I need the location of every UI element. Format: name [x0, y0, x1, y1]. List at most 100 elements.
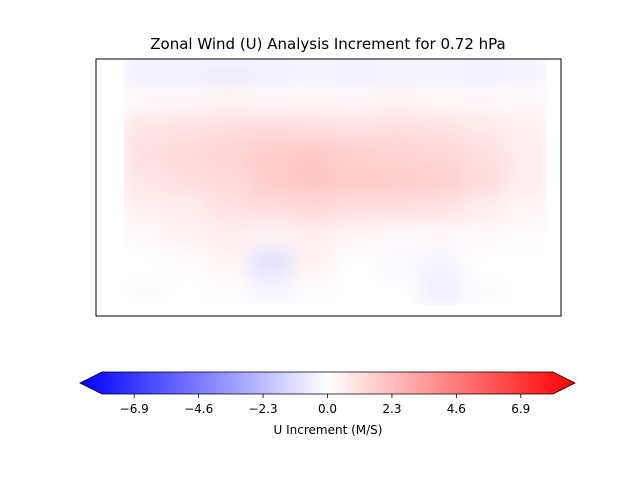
field-cell — [419, 140, 464, 170]
field-cell — [503, 112, 547, 142]
field-cell — [165, 140, 210, 170]
colorbar-outline — [79, 371, 576, 395]
field-cell — [292, 59, 337, 88]
colorbar-fill — [80, 372, 575, 394]
field-cell — [461, 222, 506, 252]
field-cell — [165, 249, 210, 279]
field-cell — [503, 167, 547, 197]
field-cell — [419, 59, 464, 88]
field-cell — [334, 222, 379, 252]
field-cell — [503, 85, 547, 115]
field-cell — [461, 112, 506, 142]
field-cell — [419, 249, 464, 279]
field-cell — [461, 194, 506, 224]
field-cell — [376, 167, 422, 197]
field-cell — [249, 276, 295, 305]
field-cell — [249, 85, 295, 115]
field-cell — [249, 167, 295, 197]
field-cell — [376, 59, 422, 88]
field-cell — [207, 194, 252, 224]
field-cell — [124, 249, 168, 279]
field-cell — [249, 194, 295, 224]
field-cell — [376, 112, 422, 142]
field-cell — [124, 112, 168, 142]
field-cell — [249, 222, 295, 252]
field-cell — [292, 112, 337, 142]
field-cell — [334, 112, 379, 142]
field-cell — [207, 167, 252, 197]
field-cell — [207, 249, 252, 279]
field-cell — [334, 276, 379, 305]
colorbar-tick-label: −6.9 — [120, 402, 149, 416]
field-cell — [165, 112, 210, 142]
field-cell — [376, 85, 422, 115]
colorbar-tick-label: 4.6 — [447, 402, 466, 416]
field-cell — [207, 140, 252, 170]
field-cell — [461, 59, 506, 88]
field-cell — [376, 276, 422, 305]
field-cell — [376, 222, 422, 252]
field-cell — [249, 112, 295, 142]
field-cell — [503, 140, 547, 170]
field-cell — [165, 222, 210, 252]
field-cell — [207, 59, 252, 88]
field-cell — [249, 59, 295, 88]
colorbar: −6.9 −4.6 −2.3 0.0 2.3 4.6 6.9 U Increment (M/… — [79, 371, 576, 437]
field-cell — [165, 276, 210, 305]
field-cell — [461, 276, 506, 305]
field-cell — [376, 249, 422, 279]
field-cell — [461, 85, 506, 115]
colorbar-label: U Increment (M/S) — [274, 423, 383, 437]
field-cell — [249, 140, 295, 170]
field-cell — [461, 249, 506, 279]
field-cell — [419, 194, 464, 224]
field-cell — [461, 140, 506, 170]
field-cell — [165, 85, 210, 115]
field-cell — [419, 222, 464, 252]
map-frame — [95, 58, 562, 317]
field-cell — [207, 85, 252, 115]
field-cell — [207, 222, 252, 252]
field-cell — [292, 276, 337, 305]
field-cell — [334, 249, 379, 279]
field-cell — [419, 112, 464, 142]
field-cell — [503, 276, 547, 305]
field-cell — [165, 59, 210, 88]
field-cell — [124, 85, 168, 115]
field-cell — [124, 194, 168, 224]
field-cell — [334, 167, 379, 197]
field-cell — [292, 249, 337, 279]
field-cell — [503, 222, 547, 252]
field-cell — [292, 85, 337, 115]
field-cell — [165, 194, 210, 224]
field-cell — [503, 59, 547, 88]
field-cell — [292, 194, 337, 224]
field-cell — [419, 167, 464, 197]
field-cell — [334, 59, 379, 88]
field-cell — [207, 276, 252, 305]
field-cell — [207, 112, 252, 142]
field-cell — [376, 194, 422, 224]
map-panel — [95, 58, 562, 317]
field-cell — [334, 85, 379, 115]
field-cell — [292, 167, 337, 197]
field-cell — [461, 167, 506, 197]
field-cell — [124, 276, 168, 305]
field-cell — [376, 140, 422, 170]
field-cell — [124, 167, 168, 197]
colorbar-tick-label: 0.0 — [318, 402, 337, 416]
field-cell — [419, 85, 464, 115]
field-cell — [503, 249, 547, 279]
colorbar-tick-label: 6.9 — [511, 402, 530, 416]
increment-field — [124, 59, 547, 305]
field-cell — [124, 59, 168, 88]
field-cell — [124, 140, 168, 170]
field-cell — [292, 222, 337, 252]
field-cell — [334, 140, 379, 170]
colorbar-tick-label: −2.3 — [249, 402, 278, 416]
field-cell — [292, 140, 337, 170]
colorbar-tick-label: −4.6 — [184, 402, 213, 416]
field-cell — [249, 249, 295, 279]
field-cell — [165, 167, 210, 197]
